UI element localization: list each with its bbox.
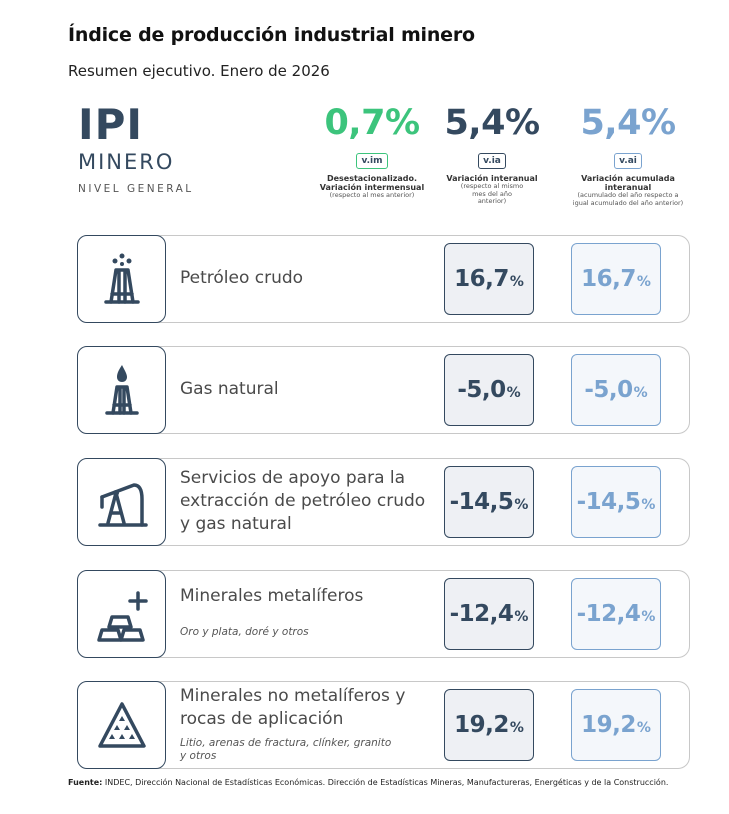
source-footer: Fuente: INDEC, Dirección Nacional de Est… [68, 778, 668, 787]
kpi-badge: v.ia [478, 153, 506, 169]
value-via-number: 16,7 [454, 266, 509, 292]
row-servicios-apoyo: Servicios de apoyo para la extracción de… [77, 458, 691, 546]
footer-text: INDEC, Dirección Nacional de Estadística… [104, 778, 669, 787]
value-unit: % [641, 496, 656, 513]
kpi-desc: Desestacionalizado. Variación intermensu… [319, 174, 425, 193]
value-vai-number: -5,0 [584, 377, 633, 403]
kpi-note: (respecto al mes anterior) [329, 191, 415, 200]
row-frame [77, 346, 690, 434]
gold-bars-icon [97, 591, 148, 642]
row-frame [77, 681, 690, 769]
kpi-badge: v.im [356, 153, 388, 169]
value-via: -14,5% [444, 466, 534, 538]
value-vai-number: 19,2 [581, 712, 636, 738]
value-unit: % [509, 273, 524, 290]
row-icon-box [77, 458, 166, 546]
row-minerales-no-metaliferos: Minerales no metalíferos y rocas de apli… [77, 681, 691, 769]
row-label: Minerales no metalíferos y rocas de apli… [180, 686, 406, 729]
oil-rig-icon [104, 253, 140, 304]
row-minerales-metaliferos: Minerales metalíferos Oro y plata, doré … [77, 570, 691, 658]
brand-minero: MINERO [78, 150, 175, 174]
gas-flare-icon [105, 365, 139, 415]
row-label: Minerales metalíferos [180, 586, 364, 606]
value-vai-number: -14,5 [576, 489, 641, 515]
value-unit: % [636, 273, 651, 290]
value-vai-number: -12,4 [576, 601, 641, 627]
row-sub: Oro y plata, doré y otros [180, 626, 309, 638]
pump-jack-icon [98, 483, 148, 527]
value-vai: 16,7% [571, 243, 661, 315]
value-unit: % [509, 719, 524, 736]
kpi-value: 5,4% [580, 103, 676, 143]
value-via: -12,4% [444, 578, 534, 650]
row-frame [77, 458, 690, 546]
value-vai: -5,0% [571, 354, 661, 426]
kpi-via: 5,4% v.ia Variación interanual (respecto… [428, 106, 556, 206]
row-sub: Litio, arenas de fractura, clínker, gran… [180, 737, 392, 762]
kpi-desc: Variación interanual [446, 174, 538, 183]
page-subtitle: Resumen ejecutivo. Enero de 2026 [68, 62, 330, 80]
value-unit: % [633, 384, 648, 401]
row-icon-box [77, 681, 166, 769]
value-unit: % [514, 496, 529, 513]
row-icon-box [77, 235, 166, 323]
row-gas-natural: Gas natural -5,0% -5,0% [77, 346, 691, 434]
mineral-pile-icon [98, 702, 146, 748]
value-vai: -14,5% [571, 466, 661, 538]
value-unit: % [636, 719, 651, 736]
kpi-desc: Variación acumulada interanual [581, 174, 675, 193]
kpi-vai: 5,4% v.ai Variación acumulada interanual… [564, 106, 692, 207]
row-frame [77, 235, 690, 323]
footer-label: Fuente: [68, 778, 103, 787]
kpi-value: 5,4% [444, 103, 540, 143]
kpi-note: (acumulado del año respecto a igual acum… [572, 191, 684, 207]
value-via-number: -12,4 [449, 601, 514, 627]
value-via: 16,7% [444, 243, 534, 315]
value-via: -5,0% [444, 354, 534, 426]
row-label: Gas natural [180, 379, 279, 399]
row-frame [77, 570, 690, 658]
row-icon-box [77, 570, 166, 658]
value-vai-number: 16,7 [581, 266, 636, 292]
brand-nivel-general: NIVEL GENERAL [78, 183, 194, 195]
value-vai: 19,2% [571, 689, 661, 761]
row-label: Servicios de apoyo para la extracción de… [180, 468, 426, 534]
row-label: Petróleo crudo [180, 268, 304, 288]
row-icon-box [77, 346, 166, 434]
kpi-note: (respecto al mismo mes del año anterior) [460, 182, 524, 206]
value-via-number: 19,2 [454, 712, 509, 738]
row-petroleo-crudo: Petróleo crudo 16,7% 16,7% [77, 235, 691, 323]
value-via-number: -14,5 [449, 489, 514, 515]
value-unit: % [506, 384, 521, 401]
kpi-value: 0,7% [324, 103, 420, 143]
value-unit: % [641, 608, 656, 625]
kpi-badge: v.ai [614, 153, 642, 169]
page-title: Índice de producción industrial minero [68, 24, 475, 46]
brand-ipi: IPI [78, 100, 144, 149]
value-vai: -12,4% [571, 578, 661, 650]
value-via: 19,2% [444, 689, 534, 761]
kpi-vim: 0,7% v.im Desestacionalizado. Variación … [308, 106, 436, 200]
value-via-number: -5,0 [457, 377, 506, 403]
value-unit: % [514, 608, 529, 625]
